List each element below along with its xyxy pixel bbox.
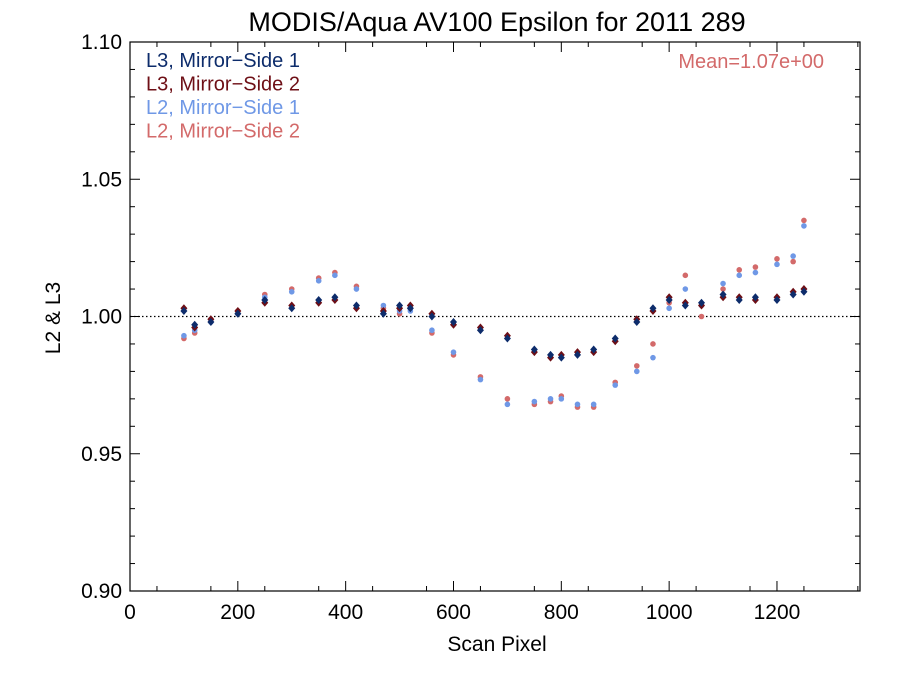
y-axis-title: L2 & L3 (42, 282, 65, 354)
data-point (666, 305, 672, 312)
y-tick-label: 1.00 (81, 306, 122, 329)
data-point (789, 290, 797, 299)
data-point (736, 267, 743, 273)
series-group (181, 217, 807, 410)
data-point (650, 341, 656, 347)
legend-entry: L2, Mirror−Side 1 (146, 97, 300, 119)
data-point (530, 345, 538, 354)
data-point (612, 382, 619, 388)
data-point (288, 304, 296, 313)
data-point (547, 396, 554, 402)
data-point (331, 293, 339, 302)
data-point (720, 280, 726, 287)
y-tick-label: 1.10 (81, 31, 122, 54)
data-point (790, 253, 796, 259)
data-point (396, 301, 404, 310)
data-point (476, 326, 484, 335)
data-point (790, 258, 796, 265)
data-point (633, 317, 641, 326)
data-point (735, 296, 743, 305)
series-group (180, 285, 808, 362)
data-point (633, 368, 640, 375)
data-point (719, 290, 727, 299)
data-point (649, 304, 657, 313)
data-point (774, 261, 780, 268)
data-point (429, 327, 435, 334)
data-point (633, 363, 640, 369)
data-points (180, 217, 808, 410)
y-tick-label: 1.05 (81, 168, 122, 191)
data-point (406, 304, 414, 313)
data-point (557, 353, 565, 362)
x-tick-label: 400 (328, 601, 363, 624)
legend: L3, Mirror−Side 1L3, Mirror−Side 2L2, Mi… (146, 50, 300, 143)
data-point (449, 317, 457, 326)
data-point (261, 296, 269, 305)
data-point (353, 286, 360, 292)
data-point (332, 272, 338, 279)
data-point (428, 312, 436, 321)
data-point (288, 288, 295, 295)
data-point (752, 269, 759, 276)
data-point (736, 272, 743, 279)
series-group (180, 287, 808, 362)
chart-title: MODIS/Aqua AV100 Epsilon for 2011 289 (248, 7, 745, 37)
x-tick-label: 600 (436, 601, 471, 624)
data-point (801, 217, 807, 224)
data-point (590, 401, 597, 408)
data-point (207, 317, 215, 326)
y-tick-label: 0.90 (81, 580, 122, 603)
data-point (380, 302, 387, 309)
x-tick-label: 1000 (646, 601, 693, 624)
data-point (503, 334, 511, 343)
data-point (180, 307, 188, 316)
data-point (547, 350, 555, 359)
data-point (698, 313, 705, 320)
x-tick-label: 0 (124, 601, 136, 624)
data-point (181, 332, 187, 339)
series-group (181, 223, 807, 408)
data-point (531, 398, 538, 405)
data-point (720, 286, 726, 292)
mean-annotation: Mean=1.07e+00 (678, 51, 824, 73)
data-point (477, 376, 484, 383)
data-point (191, 320, 199, 329)
y-tick-label: 0.95 (81, 443, 122, 466)
data-point (682, 272, 689, 279)
data-point (315, 278, 322, 284)
data-point (773, 296, 781, 305)
x-tick-label: 800 (544, 601, 579, 624)
data-point (665, 296, 673, 305)
data-point (234, 309, 242, 318)
data-point (504, 396, 511, 402)
data-point (751, 293, 759, 302)
data-point (573, 350, 581, 359)
data-point (682, 286, 689, 292)
data-point (379, 309, 387, 318)
legend-entry: L3, Mirror−Side 2 (146, 74, 300, 96)
data-point (315, 296, 323, 305)
data-point (800, 287, 808, 296)
data-point (450, 349, 457, 355)
data-point (590, 345, 598, 354)
data-point (697, 298, 705, 307)
data-point (352, 301, 360, 310)
data-point (650, 354, 656, 361)
data-point (801, 223, 807, 229)
data-point (611, 334, 619, 343)
x-tick-label: 1200 (754, 601, 801, 624)
data-point (574, 401, 581, 408)
legend-entry: L3, Mirror−Side 1 (146, 50, 300, 72)
data-point (774, 256, 780, 262)
x-axis-title: Scan Pixel (447, 633, 546, 656)
data-point (558, 396, 565, 402)
legend-entry: L2, Mirror−Side 2 (146, 121, 300, 143)
data-point (681, 301, 689, 310)
x-tick-label: 200 (220, 601, 255, 624)
data-point (504, 401, 511, 408)
data-point (752, 264, 759, 270)
axis-ticks: 0 200 400 600 800 1000 1200 0.90 0.95 1.00 1.05 1.1… (81, 31, 860, 624)
